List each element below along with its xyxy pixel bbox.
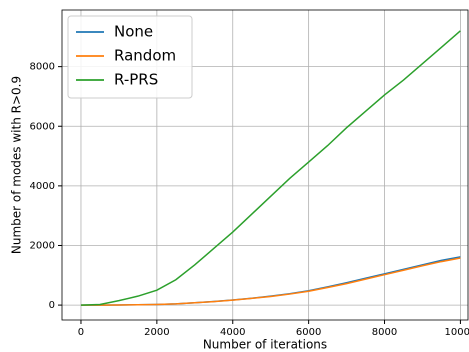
y-axis-label: Number of modes with R>0.9 [10,76,24,254]
y-tick-label: 6000 [30,121,55,132]
legend-label: None [114,23,153,41]
legend-label: R-PRS [114,71,158,89]
x-tick-label: 2000 [144,327,169,338]
x-tick-label: 8000 [372,327,397,338]
legend-box [67,15,193,99]
series-line [80,256,461,306]
series-line [80,257,461,306]
y-tick-label: 4000 [30,181,55,192]
x-axis-label: Number of iterations [203,338,327,352]
y-tick-label: 0 [49,300,55,311]
x-tick-label: 0 [78,327,84,338]
x-tick-label: 10000 [445,327,469,338]
plot-frame [61,9,469,321]
series-line [80,30,461,306]
y-tick-label: 8000 [30,62,55,73]
x-tick-label: 4000 [220,327,245,338]
x-tick-label: 6000 [296,327,321,338]
legend-label: Random [114,47,176,65]
y-tick-label: 2000 [30,240,55,251]
